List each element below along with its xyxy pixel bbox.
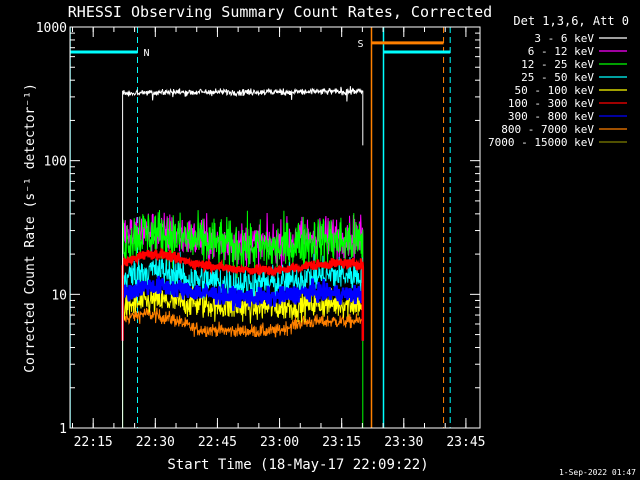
legend-label-7: 800 - 7000 keV — [501, 123, 594, 136]
axes: 1 10 100 1000 22:15 22:30 22:45 23:00 23:15 23:30… — [36, 21, 486, 450]
plot-frame — [69, 26, 481, 429]
series-5-line — [121, 247, 365, 341]
x-tick-label-6: 23:45 — [446, 435, 485, 450]
plot-area: NS — [70, 27, 451, 428]
legend-label-1: 6 - 12 keV — [528, 45, 595, 58]
y-tick-label-3: 1000 — [36, 21, 67, 36]
x-tick-label-1: 22:30 — [136, 435, 175, 450]
y-tick-label-2: 100 — [44, 155, 67, 170]
y-tick-label-0: 1 — [59, 422, 67, 437]
legend-header: Det 1,3,6, Att 0 — [513, 14, 629, 28]
x-tick-label-5: 23:30 — [384, 435, 423, 450]
y-axis-label: Corrected Count Rate (s⁻¹ detector⁻¹) — [23, 83, 38, 373]
x-axis-label: Start Time (18-May-17 22:09:22) — [167, 457, 428, 473]
x-tick-label-4: 23:15 — [322, 435, 361, 450]
legend-label-4: 50 - 100 keV — [515, 84, 595, 97]
night-label: N — [144, 48, 150, 59]
series-7-line — [122, 307, 364, 338]
legend-label-0: 3 - 6 keV — [534, 32, 594, 45]
saa-label: S — [357, 39, 363, 50]
footer-date: 1-Sep-2022 01:47 — [559, 468, 636, 477]
series-4-line — [122, 285, 364, 341]
x-tick-label-3: 23:00 — [260, 435, 299, 450]
chart-title: RHESSI Observing Summary Count Rates, Co… — [68, 3, 492, 21]
legend-label-5: 100 - 300 keV — [508, 97, 594, 110]
y-tick-label-1: 10 — [51, 288, 67, 303]
legend-label-3: 25 - 50 keV — [521, 71, 594, 84]
plot-clip-group — [70, 27, 451, 428]
x-tick-label-2: 22:45 — [198, 435, 237, 450]
legend-label-8: 7000 - 15000 keV — [488, 136, 594, 149]
series-6-line — [121, 275, 365, 341]
series-0-line — [122, 86, 364, 428]
legend-label-6: 300 - 800 keV — [508, 110, 594, 123]
legend-label-2: 12 - 25 keV — [521, 58, 594, 71]
x-tick-label-0: 22:15 — [74, 435, 113, 450]
